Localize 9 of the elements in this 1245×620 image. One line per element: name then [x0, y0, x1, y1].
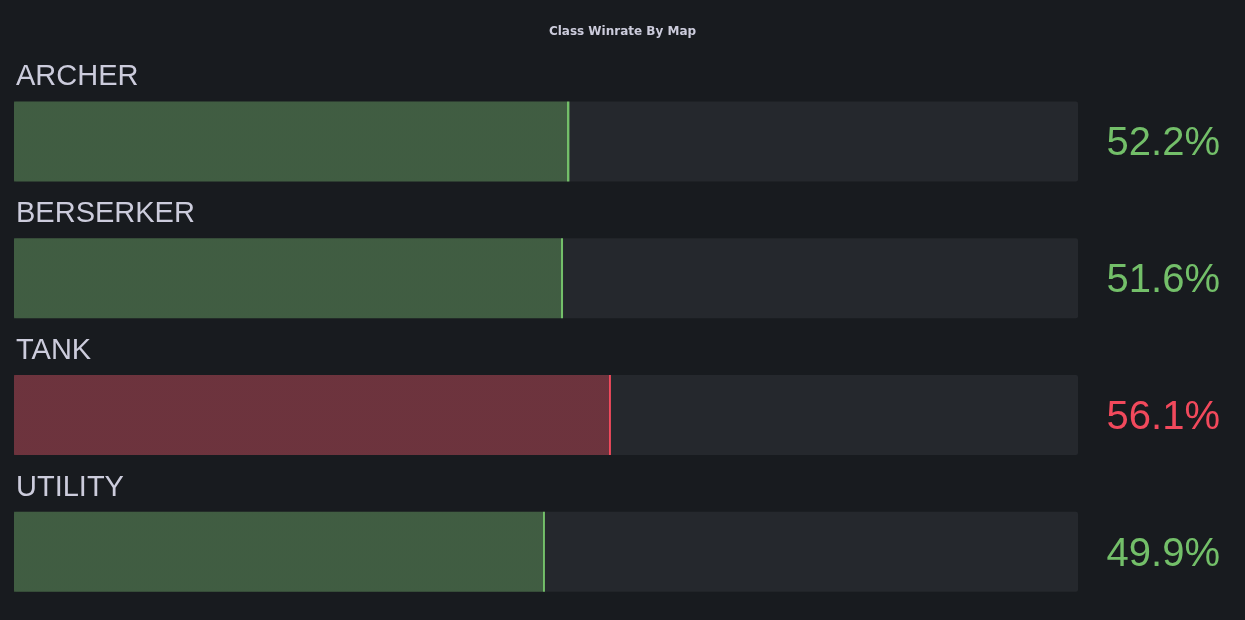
- y-tick-label: BERSERKER: [16, 196, 195, 229]
- y-tick-label: ARCHER: [16, 59, 139, 92]
- y-tick-label: TANK: [16, 332, 92, 365]
- data-label: 49.9%: [1106, 529, 1220, 574]
- data-label: 51.6%: [1106, 256, 1220, 301]
- data-label: 56.1%: [1106, 392, 1220, 437]
- data-label: 52.2%: [1106, 119, 1220, 164]
- text: Class Winrate By Map: [548, 24, 697, 38]
- y-tick-label: UTILITY: [16, 469, 124, 502]
